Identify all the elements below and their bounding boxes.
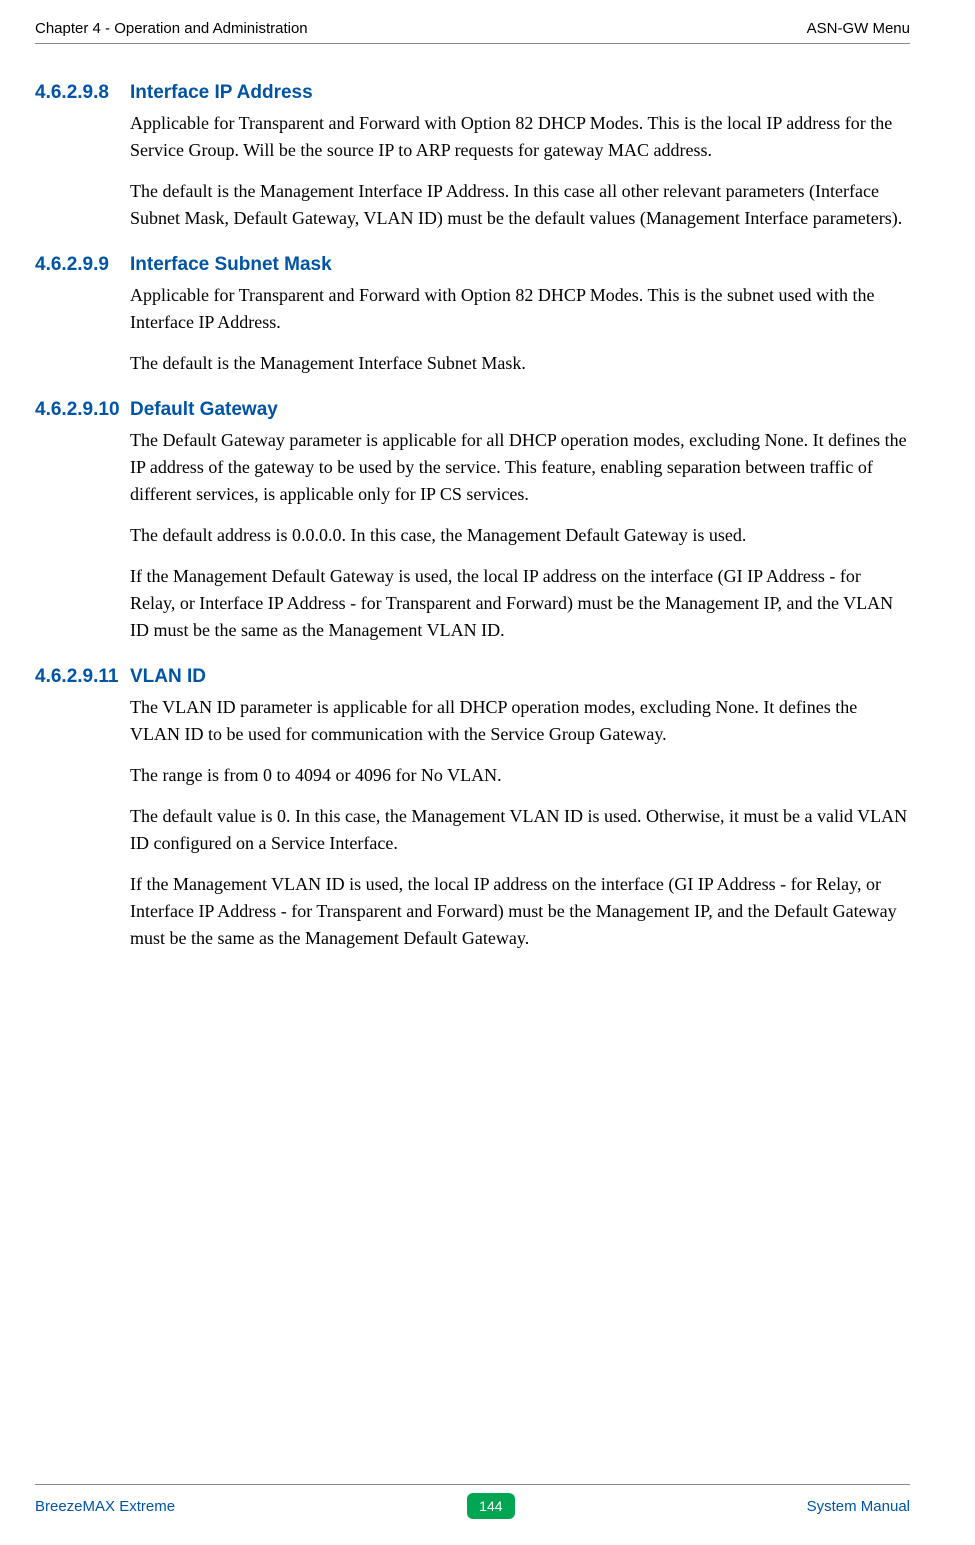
paragraph: The default value is 0. In this case, th… — [130, 803, 910, 857]
section-content: Default Gateway The Default Gateway para… — [130, 399, 910, 658]
paragraph: If the Management Default Gateway is use… — [130, 563, 910, 644]
header-right: ASN-GW Menu — [807, 20, 910, 37]
page-number-badge: 144 — [467, 1493, 514, 1519]
section-title: Default Gateway — [130, 399, 910, 421]
section-4-6-2-9-10: 4.6.2.9.10 Default Gateway The Default G… — [35, 399, 910, 658]
paragraph: The default is the Management Interface … — [130, 178, 910, 232]
paragraph: The Default Gateway parameter is applica… — [130, 427, 910, 508]
header-left: Chapter 4 - Operation and Administration — [35, 20, 308, 37]
section-number: 4.6.2.9.11 — [35, 666, 130, 966]
section-title: Interface IP Address — [130, 82, 910, 104]
paragraph: Applicable for Transparent and Forward w… — [130, 282, 910, 336]
footer-left: BreezeMAX Extreme — [35, 1498, 175, 1515]
section-title: VLAN ID — [130, 666, 910, 688]
section-content: Interface Subnet Mask Applicable for Tra… — [130, 254, 910, 391]
paragraph: The VLAN ID parameter is applicable for … — [130, 694, 910, 748]
paragraph: The range is from 0 to 4094 or 4096 for … — [130, 762, 910, 789]
section-number: 4.6.2.9.10 — [35, 399, 130, 658]
paragraph: The default is the Management Interface … — [130, 350, 910, 377]
section-number: 4.6.2.9.8 — [35, 82, 130, 246]
footer-right: System Manual — [807, 1498, 910, 1515]
section-content: Interface IP Address Applicable for Tran… — [130, 82, 910, 246]
section-4-6-2-9-9: 4.6.2.9.9 Interface Subnet Mask Applicab… — [35, 254, 910, 391]
section-4-6-2-9-11: 4.6.2.9.11 VLAN ID The VLAN ID parameter… — [35, 666, 910, 966]
page-footer: BreezeMAX Extreme 144 System Manual — [35, 1484, 910, 1519]
section-title: Interface Subnet Mask — [130, 254, 910, 276]
section-4-6-2-9-8: 4.6.2.9.8 Interface IP Address Applicabl… — [35, 82, 910, 246]
paragraph: The default address is 0.0.0.0. In this … — [130, 522, 910, 549]
section-number: 4.6.2.9.9 — [35, 254, 130, 391]
section-content: VLAN ID The VLAN ID parameter is applica… — [130, 666, 910, 966]
paragraph: If the Management VLAN ID is used, the l… — [130, 871, 910, 952]
page-header: Chapter 4 - Operation and Administration… — [35, 20, 910, 44]
paragraph: Applicable for Transparent and Forward w… — [130, 110, 910, 164]
